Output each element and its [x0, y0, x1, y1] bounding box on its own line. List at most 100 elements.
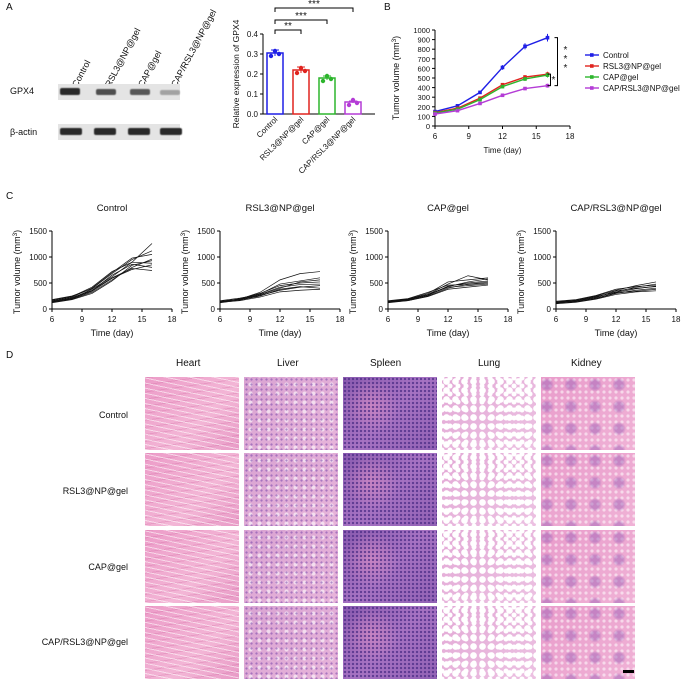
organ-label-kidney: Kidney	[571, 358, 602, 369]
legend-label: CAP@gel	[603, 73, 638, 82]
histology-image-heart	[145, 530, 239, 603]
x-axis-label: Time (day)	[427, 328, 470, 338]
series-line	[219, 288, 321, 303]
chart-title: Control	[97, 203, 128, 214]
x-tick-label: 15	[474, 315, 483, 324]
y-tick-label: 400	[417, 84, 430, 93]
series-line	[219, 279, 321, 302]
significance-label: ***	[295, 11, 307, 22]
y-axis-label: Tumor volume (mm3)	[348, 230, 359, 314]
blot-row-label-gpx4: GPX4	[10, 86, 35, 96]
data-point	[455, 104, 460, 108]
data-point	[298, 65, 304, 71]
x-axis-label: Time (day)	[484, 146, 522, 155]
significance-label: *	[564, 45, 568, 56]
y-tick-label: 1500	[533, 227, 551, 236]
y-tick-label: 500	[202, 279, 216, 288]
histology-image-liver	[244, 453, 338, 526]
data-point	[545, 73, 550, 77]
y-tick-label: 700	[417, 55, 430, 64]
y-tick-label: 0.1	[247, 90, 259, 99]
significance-label: *	[564, 54, 568, 65]
histology-image-liver	[244, 530, 338, 603]
significance-bracket	[274, 19, 328, 24]
y-tick-label: 0	[547, 305, 552, 314]
y-tick-label: 0.0	[247, 110, 259, 119]
significance-bracket	[274, 7, 354, 12]
blot-lane-label: CAP@gel	[136, 48, 164, 89]
blot-band	[96, 89, 116, 95]
series-line	[555, 281, 657, 303]
panel-label-d: D	[6, 350, 14, 361]
series-line	[387, 282, 489, 302]
series-line	[387, 284, 489, 303]
data-point	[455, 108, 460, 113]
spaghetti-plot-control: Control 0 500 1000 1500 6 9 12 15 18 Time (day) Tum…	[12, 203, 177, 338]
blot-lane-label: RSL3@NP@gel	[103, 26, 143, 89]
series-line	[434, 84, 548, 115]
y-tick-label: 1000	[365, 253, 383, 262]
blot-band	[160, 128, 182, 135]
x-tick-label: 15	[306, 315, 315, 324]
group-label: Control	[98, 410, 128, 420]
series-line	[555, 284, 657, 302]
x-axis-label: Time (day)	[259, 328, 302, 338]
y-tick-label: 1500	[29, 227, 47, 236]
x-tick-label: 6	[386, 315, 391, 324]
data-point	[523, 86, 527, 91]
y-tick-label: 200	[417, 103, 430, 112]
histology-image-lung	[442, 606, 536, 679]
x-tick-label: 6	[218, 315, 223, 324]
data-point	[350, 97, 356, 103]
y-tick-label: 100	[417, 112, 430, 121]
histology-image-spleen	[343, 377, 437, 450]
x-tick-label: 15	[642, 315, 651, 324]
y-axis-label: Tumor volume (mm3)	[12, 230, 23, 314]
organ-label-liver: Liver	[277, 358, 299, 369]
x-tick-label: 18	[566, 132, 575, 141]
blot-row-label-actin: β-actin	[10, 127, 38, 137]
series-line	[51, 243, 153, 302]
y-tick-label: 500	[417, 74, 430, 83]
series-line	[51, 260, 153, 304]
y-tick-label: 1000	[29, 253, 47, 262]
data-point	[478, 97, 482, 102]
data-point	[523, 75, 527, 79]
data-point	[500, 93, 505, 98]
organ-label-heart: Heart	[176, 358, 201, 369]
series-line	[555, 287, 657, 304]
x-tick-label: Control	[255, 115, 280, 140]
data-point	[346, 102, 352, 108]
y-tick-label: 1000	[413, 26, 430, 35]
blot-band	[60, 128, 82, 135]
series-line	[51, 254, 153, 302]
data-point	[523, 77, 527, 81]
series-line	[51, 261, 153, 301]
data-point	[328, 76, 334, 82]
series-line	[51, 250, 153, 300]
legend-marker	[590, 75, 594, 79]
y-tick-label: 300	[417, 93, 430, 102]
legend-marker	[590, 64, 594, 68]
x-tick-label: 6	[554, 315, 559, 324]
y-tick-label: 0.3	[247, 50, 259, 59]
series-line	[555, 285, 657, 303]
series-line	[555, 290, 657, 305]
series-line	[387, 283, 489, 303]
legend-label: Control	[603, 51, 629, 60]
x-tick-label: 6	[50, 315, 55, 324]
series-line	[434, 37, 548, 113]
histology-image-lung	[442, 453, 536, 526]
data-point	[324, 73, 330, 79]
bar	[318, 77, 336, 115]
series-line	[219, 285, 321, 303]
data-point	[354, 100, 360, 106]
legend-marker	[590, 86, 594, 90]
blot-band	[60, 88, 80, 95]
y-axis-label: Tumor volume (mm3)	[391, 36, 402, 120]
significance-bracket	[554, 37, 558, 87]
y-tick-label: 1500	[197, 227, 215, 236]
x-tick-label: 9	[467, 132, 472, 141]
histology-image-spleen	[343, 606, 437, 679]
x-tick-label: 12	[108, 315, 117, 324]
